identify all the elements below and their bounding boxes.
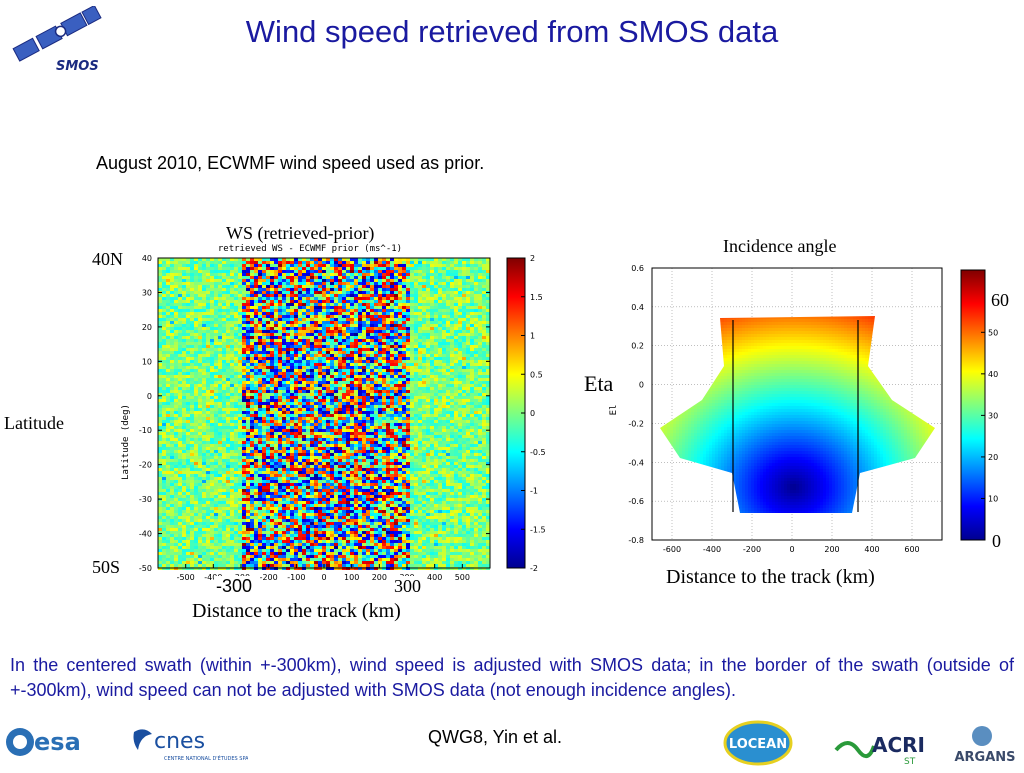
latitude-label: Latitude (4, 413, 64, 434)
colorbar-tick-label: -0.5 (530, 448, 546, 457)
smos-logo-text: SMOS (56, 59, 99, 74)
x-neg300-label: -300 (214, 576, 254, 597)
cnes-logo-text: cnes (154, 729, 205, 754)
x-tick-label: 500 (455, 573, 470, 582)
argans-logo-text: ARGANS (954, 750, 1015, 765)
colorbar-tick-label: -2 (530, 564, 538, 573)
cnes-logo-subtext: CENTRE NATIONAL D'ÉTUDES SPATIALES (164, 754, 248, 762)
colorbar-tick-label: 0 (530, 409, 535, 418)
y-tick-label: 10 (142, 357, 152, 366)
y-tick-label: 30 (142, 288, 152, 297)
esa-logo: esa (4, 722, 94, 762)
credit-text: QWG8, Yin et al. (428, 727, 562, 748)
colorbar-tick-label: 20 (988, 453, 998, 462)
cb-60-label: 60 (989, 290, 1011, 311)
colorbar-tick-label: 2 (530, 254, 535, 263)
x-tick-label: -200 (260, 573, 278, 582)
argans-logo: ARGANS (948, 722, 1022, 766)
colorbar-tick-label: 0.5 (530, 370, 543, 379)
y-tick-label: 0 (147, 392, 152, 401)
cnes-logo: cnes CENTRE NATIONAL D'ÉTUDES SPATIALES (128, 724, 248, 766)
x-tick-label: 100 (344, 573, 359, 582)
x-tick-label: -100 (287, 573, 305, 582)
description-text: In the centered swath (within +-300km), … (10, 653, 1014, 703)
incidence-angle-chart: 0.6 0.4 0.2 0 -0.2 -0.4 -0.6 -0.8 -600 -400 -200 0… (600, 258, 1022, 558)
x-tick-label: -200 (743, 545, 761, 554)
colorbar-tick-label: 40 (988, 370, 998, 379)
locean-logo: LOCEAN (722, 718, 794, 766)
x-tick-label: -500 (177, 573, 195, 582)
acri-logo-text: ACRI (872, 733, 925, 757)
y-axis-label: Latitude (deg) (121, 404, 131, 480)
y-tick-label: 20 (142, 323, 152, 332)
y-tick-label: -40 (139, 530, 152, 539)
locean-logo-text: LOCEAN (729, 737, 787, 752)
x-tick-label: 200 (824, 545, 839, 554)
incidence-overlay-title: Incidence angle (723, 236, 836, 257)
colorbar-tick-label: 1.5 (530, 293, 543, 302)
x-tick-label: 0 (321, 573, 326, 582)
y-tick-label: -0.8 (628, 536, 644, 545)
page-title: Wind speed retrieved from SMOS data (0, 14, 1024, 50)
x-tick-label: 400 (427, 573, 442, 582)
y-tick-label: 0.2 (631, 342, 644, 351)
x-tick-label: -600 (663, 545, 681, 554)
x-tick-label: -400 (703, 545, 721, 554)
colorbar-tick-label: -1 (530, 487, 538, 496)
colorbar (961, 270, 985, 540)
cb-0-label: 0 (992, 531, 1001, 552)
y-tick-label: -20 (139, 461, 152, 470)
ws-difference-chart: retrieved WS - ECWMF prior (ms^-1) 40 30 2… (110, 242, 570, 587)
colorbar-tick-label: 30 (988, 411, 998, 420)
acri-logo-subtext: ST (904, 757, 916, 767)
y-tick-label: -30 (139, 495, 152, 504)
x-tick-label: 400 (864, 545, 879, 554)
subtitle: August 2010, ECWMF wind speed used as pr… (96, 153, 484, 174)
lat-50s-label: 50S (92, 557, 120, 578)
colorbar-tick-label: -1.5 (530, 525, 546, 534)
y-tick-label: -10 (139, 426, 152, 435)
acri-logo: ACRI ST (834, 728, 930, 768)
eta-label: Eta (584, 371, 613, 397)
y-tick-label: -50 (139, 564, 152, 573)
heatmap-area (158, 258, 490, 570)
colorbar-tick-label: 1 (530, 332, 535, 341)
y-tick-label: 40 (142, 254, 152, 263)
chart-title: retrieved WS - ECWMF prior (ms^-1) (218, 244, 402, 254)
y-tick-label: -0.4 (628, 458, 644, 467)
y-tick-label: 0.4 (631, 303, 644, 312)
y-axis-label: El (609, 405, 619, 416)
x-tick-label: 0 (789, 545, 794, 554)
lat-40n-label: 40N (92, 249, 123, 270)
incidence-footprint (652, 268, 943, 541)
left-xlabel: Distance to the track (km) (192, 600, 401, 623)
y-tick-label: -0.2 (628, 419, 644, 428)
colorbar-tick-label: 10 (988, 494, 998, 503)
x-tick-label: 200 (372, 573, 387, 582)
esa-logo-text: esa (34, 728, 81, 756)
x-tick-label: 600 (904, 545, 919, 554)
right-xlabel: Distance to the track (km) (666, 566, 875, 589)
y-tick-label: 0 (639, 381, 644, 390)
y-tick-label: -0.6 (628, 497, 644, 506)
x-pos300-label: 300 (392, 576, 423, 597)
y-tick-label: 0.6 (631, 264, 644, 273)
ws-overlay-title: WS (retrieved-prior) (226, 223, 374, 244)
colorbar-tick-label: 50 (988, 328, 998, 337)
